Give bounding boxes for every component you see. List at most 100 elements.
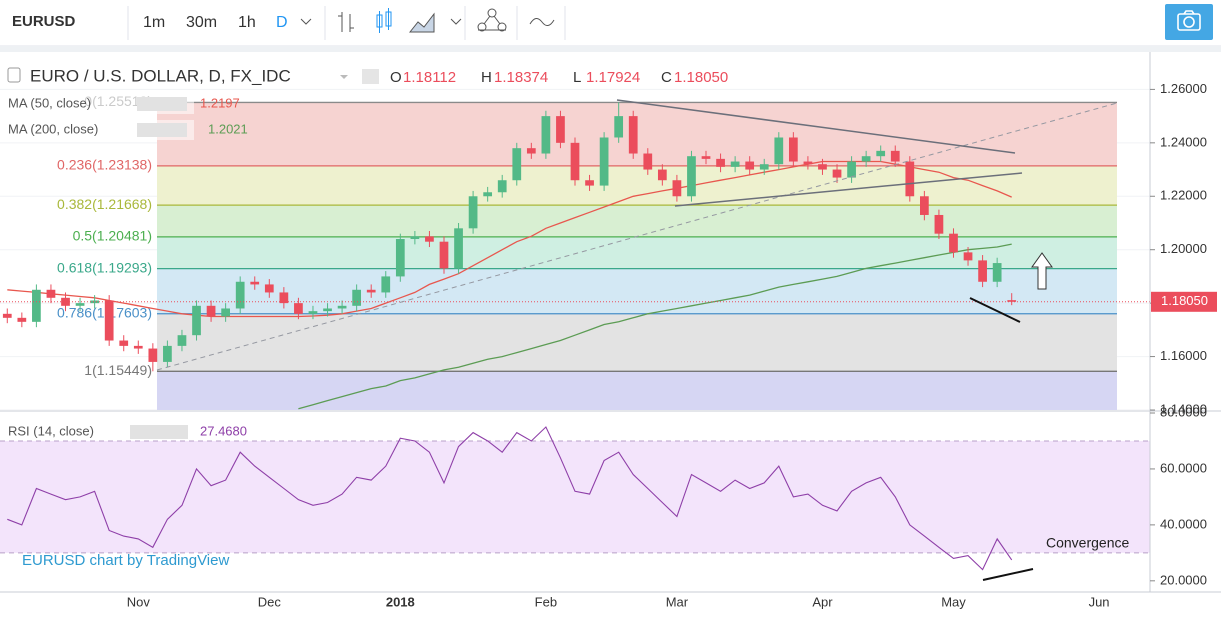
candle-body [730,161,740,167]
candle-body [163,345,172,362]
candle-body [104,300,114,341]
candle-body [963,252,973,261]
fib-label: 0.786(1.17603) [57,304,152,320]
candle-body [352,289,362,306]
x-tick-label: Mar [666,594,689,609]
y-tick-label: 1.26000 [1160,81,1207,96]
legend-name: MA (200, close) [8,121,98,136]
legend-name: RSI (14, close) [8,423,94,438]
candle-body [803,161,813,165]
candle-body [992,263,1002,282]
candle-body [366,289,376,293]
candle-body [832,169,842,178]
fib-zone [157,205,1117,237]
x-tick-label: Jun [1089,594,1110,609]
dropdown-icon[interactable] [340,75,348,79]
fib-label: 1(1.15449) [84,362,152,378]
ohlc-value: 1.18374 [494,69,548,86]
x-tick-label: May [941,594,966,609]
dropdown-icon[interactable] [450,18,462,25]
trendline [616,99,1016,154]
candle-body [235,281,245,309]
candle-body [192,305,201,336]
fib-zone [157,165,1117,206]
candle-body [483,192,493,197]
toolbar [0,0,1221,46]
price-pane: 0(1.25513)0.236(1.23138)0.382(1.21668)0.… [0,88,1150,410]
candle-body [861,156,871,162]
ohlc-value: 1.18112 [403,69,456,86]
y-tick-label: 1.22000 [1160,188,1207,203]
fib-label: 0.382(1.21668) [57,196,152,212]
candle-body [119,340,129,346]
candle-body [250,281,260,285]
candle-body [177,335,187,346]
fib-zone [157,371,1117,410]
ohlc-key: O [390,69,402,86]
candle-body [133,345,143,349]
fib-label: 0.618(1.19293) [57,259,152,275]
candle-body [556,116,565,143]
candle-body [308,311,318,314]
y-tick-label: 80.0000 [1160,404,1207,419]
legend-value: 1.2197 [200,95,240,110]
candle-body [643,153,653,170]
interval-button-active[interactable]: D [276,14,288,31]
candle-body [526,148,536,154]
snapshot-button[interactable] [1165,4,1213,40]
candle-body [410,236,420,240]
legend-value: 27.4680 [200,423,247,438]
candle-body [1007,300,1017,302]
area-icon[interactable] [408,12,435,33]
divergence-line [969,297,1021,323]
candle-body [395,239,405,277]
candle-body [75,303,85,306]
interval-button[interactable]: 1m [143,14,165,31]
legend-name: MA (50, close) [8,95,91,110]
candle-body [701,156,711,159]
candle-body [497,180,507,193]
candle-body [628,116,638,154]
candle-body [90,300,99,304]
chart-title: EURO / U.S. DOLLAR, D, FX_IDC [30,66,291,85]
candle-body [657,169,667,181]
toolbar-gap [0,46,1221,52]
y-tick-label: 40.0000 [1160,516,1207,531]
interval-button[interactable]: 1h [238,14,256,31]
ohlc-key: H [481,69,492,86]
candle-body [61,297,70,306]
indicators-icon[interactable] [529,18,555,26]
y-tick-label: 1.14000 [1160,401,1207,416]
bars-icon[interactable] [338,12,354,32]
eye-icon[interactable] [362,69,379,84]
up-arrow [1031,252,1053,290]
candle-body [978,260,987,282]
candle-body [294,303,303,314]
compare-icon[interactable] [477,8,507,32]
candle-body [512,148,522,181]
legend-icon[interactable] [130,425,188,439]
candle-body [920,196,929,215]
legend-icon[interactable] [137,123,187,137]
interval-button[interactable]: 30m [186,14,217,31]
candle-body [774,137,784,165]
ohlc-value: 1.17924 [586,69,640,86]
legend: EURO / U.S. DOLLAR, D, FX_IDC O 1.18112 H 1… [4,66,728,439]
annotation: Convergence [1046,535,1129,551]
symbol[interactable]: EURUSD [12,13,76,30]
ohlc-key: C [661,69,672,86]
x-tick-label: Dec [258,594,282,609]
y-tick-label: 60.0000 [1160,460,1207,475]
candles-icon[interactable] [376,8,392,33]
legend-icon[interactable] [137,97,187,111]
candle-body [570,142,580,181]
candle-body [847,161,856,178]
candle-body [206,305,216,317]
candle-body [934,214,944,234]
dropdown-icon[interactable] [300,18,312,25]
trendline [674,172,1023,207]
moving-average-line [7,160,1012,318]
fib-zone [157,236,1117,269]
